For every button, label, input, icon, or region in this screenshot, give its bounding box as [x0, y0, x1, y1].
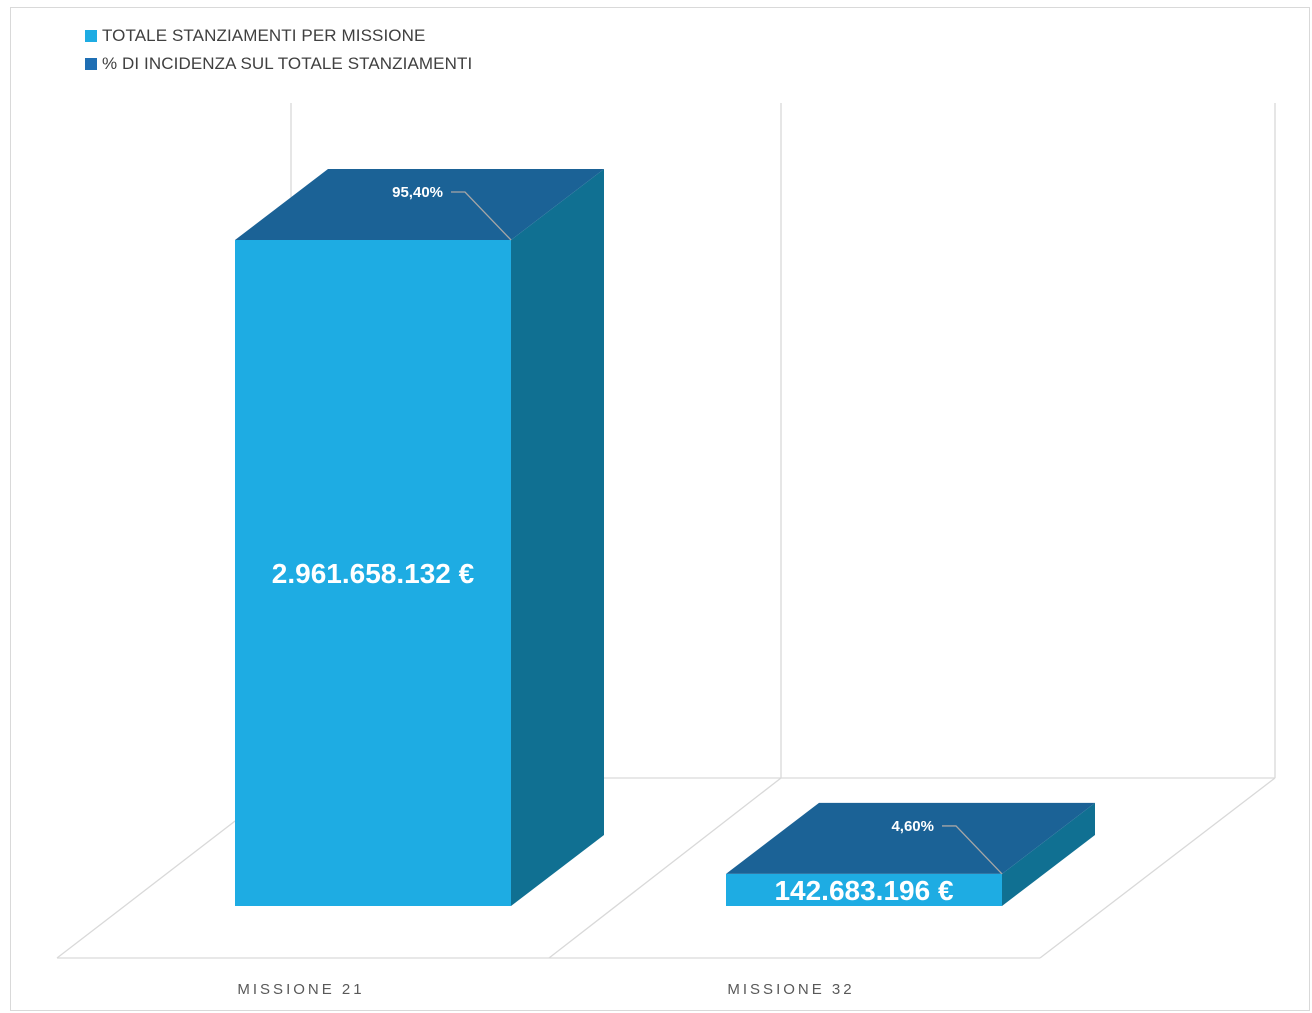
legend-item-totale[interactable]: TOTALE STANZIAMENTI PER MISSIONE — [85, 22, 472, 50]
bar-side-missione-21 — [511, 169, 604, 906]
category-label-missione-21: MISSIONE 21 — [237, 981, 364, 998]
legend-swatch-incidenza — [85, 58, 97, 70]
legend-label-incidenza: % DI INCIDENZA SUL TOTALE STANZIAMENTI — [102, 54, 473, 73]
legend-item-incidenza[interactable]: % DI INCIDENZA SUL TOTALE STANZIAMENTI — [85, 50, 472, 78]
chart-frame — [10, 7, 1310, 1011]
percent-label-missione-32: 4,60% — [891, 818, 934, 835]
value-label-missione-21: 2.961.658.132 € — [272, 558, 475, 589]
legend: TOTALE STANZIAMENTI PER MISSIONE % DI IN… — [85, 22, 472, 78]
percent-label-missione-21: 95,40% — [392, 184, 443, 201]
leader-line-missione-21 — [451, 191, 512, 241]
bar-missione-32 — [726, 873, 1002, 906]
legend-swatch-totale — [85, 30, 97, 42]
bar-top-missione-32 — [726, 802, 1095, 874]
bar-missione-21 — [235, 240, 511, 906]
legend-label-totale: TOTALE STANZIAMENTI PER MISSIONE — [102, 26, 426, 45]
leader-line-missione-32 — [942, 825, 1003, 875]
bar-side-missione-32 — [1002, 802, 1095, 906]
bar-group — [235, 169, 1095, 906]
bar-top-missione-21 — [235, 169, 604, 240]
category-label-missione-32: MISSIONE 32 — [727, 981, 854, 998]
label-group: 2.961.658.132 € 95,40% MISSIONE 21 142.683.… — [237, 184, 1003, 998]
value-label-missione-32: 142.683.196 € — [774, 875, 953, 906]
